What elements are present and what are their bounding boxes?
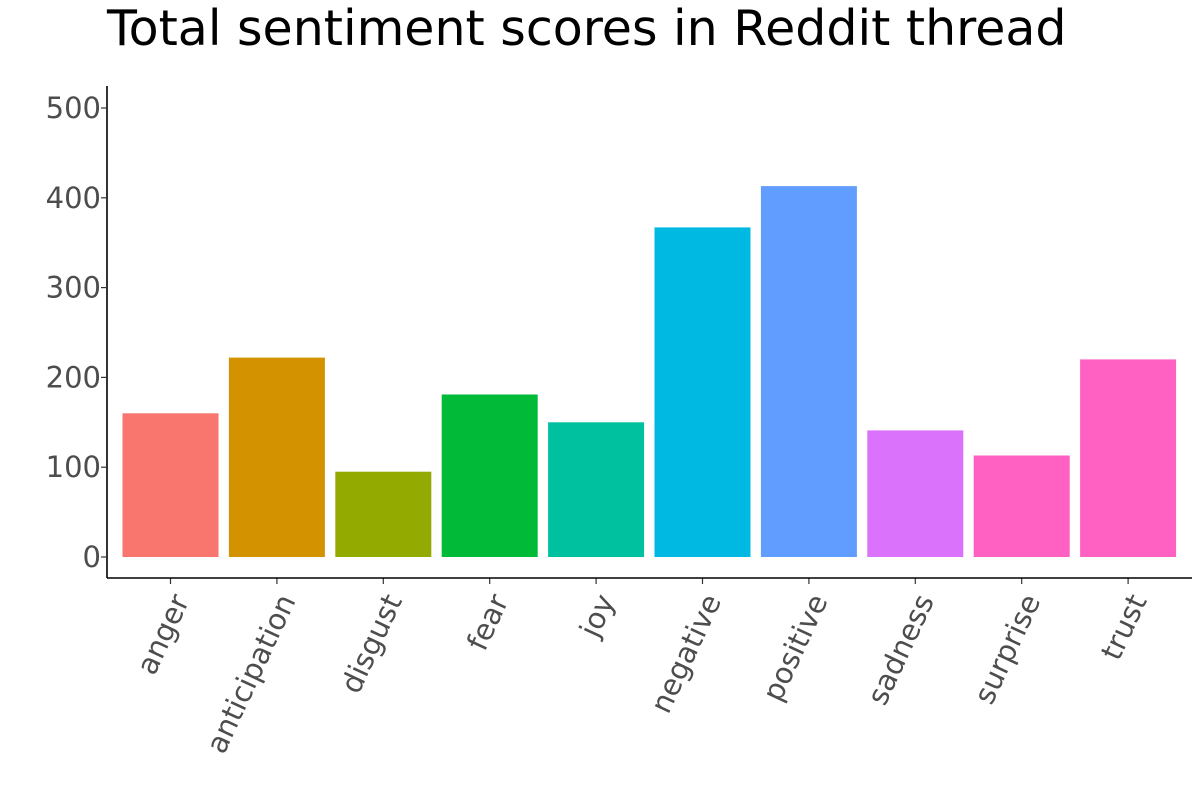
x-tick-label: sadness	[860, 589, 941, 710]
x-tick-label: positive	[756, 589, 835, 706]
y-tick-label: 400	[46, 181, 101, 215]
bar-sadness	[867, 430, 964, 557]
x-tick-label: joy	[572, 589, 621, 643]
bars-layer	[122, 186, 1177, 557]
bar-negative	[654, 227, 751, 557]
y-tick-label: 300	[46, 271, 101, 305]
x-tick-label: trust	[1094, 589, 1154, 665]
x-tick-label: fear	[460, 589, 515, 656]
x-axis: anger anticipation disgust fear joy negative p…	[107, 577, 1192, 759]
y-axis: 0 100 200 300 400 500	[46, 86, 108, 578]
bar-fear	[441, 394, 538, 557]
y-tick-label: 100	[46, 450, 101, 484]
chart-title: Total sentiment scores in Reddit thread	[107, 0, 1067, 57]
x-tick-label: anticipation	[199, 589, 302, 759]
bar-anger	[122, 413, 219, 557]
x-tick-label: negative	[644, 589, 728, 718]
y-tick-label: 500	[46, 91, 101, 125]
y-tick-label: 200	[46, 360, 101, 394]
bar-disgust	[335, 471, 432, 557]
bar-surprise	[973, 455, 1070, 557]
bar-positive	[760, 186, 857, 557]
y-tick-label: 0	[83, 540, 101, 574]
bar-joy	[548, 422, 645, 557]
bar-trust	[1080, 359, 1177, 557]
x-tick-label: anger	[130, 589, 196, 680]
x-tick-label: surprise	[967, 589, 1047, 709]
x-tick-label: disgust	[334, 589, 409, 698]
bar-anticipation	[228, 357, 325, 557]
